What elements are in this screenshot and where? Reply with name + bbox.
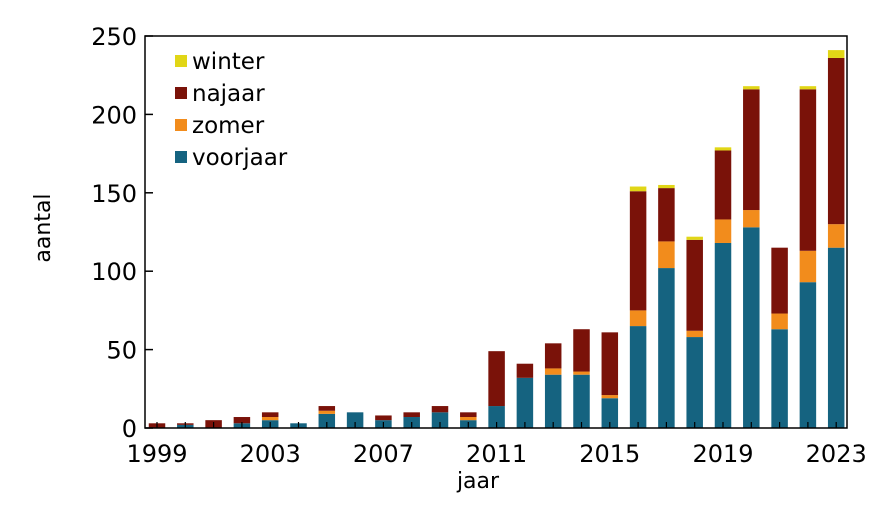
- legend: winter najaar zomer voorjaar: [175, 49, 288, 171]
- y-axis-title: aantal: [31, 193, 56, 262]
- bar-voorjaar-2020: [743, 227, 760, 428]
- bar-zomer-2018: [686, 330, 703, 338]
- legend-label-najaar: najaar: [192, 81, 265, 107]
- bar-voorjaar-2013: [544, 374, 562, 428]
- bar-voorjaar-2011: [488, 406, 505, 428]
- legend-swatch-winter: [175, 55, 187, 67]
- bar-najaar-2018: [686, 239, 703, 331]
- legend-label-winter: winter: [192, 49, 265, 75]
- bar-najaar-2005: [318, 406, 336, 411]
- y-axis: 0 50 100 150 200 250: [91, 23, 153, 443]
- bar-zomer-2014: [573, 371, 590, 375]
- x-tick-label-2011: 2011: [466, 440, 527, 468]
- x-tick-label-2015: 2015: [579, 440, 640, 468]
- bar-winter-2016: [629, 186, 647, 192]
- legend-swatch-voorjaar: [175, 151, 187, 163]
- legend-swatch-najaar: [175, 87, 187, 99]
- bar-voorjaar-2022: [799, 282, 817, 428]
- x-tick-label-2003: 2003: [240, 440, 301, 468]
- bar-winter-2018: [686, 236, 703, 240]
- x-axis-title: jaar: [456, 469, 500, 494]
- legend-swatch-zomer: [175, 119, 187, 131]
- legend-label-voorjaar: voorjaar: [192, 145, 288, 171]
- bar-najaar-2016: [629, 191, 647, 311]
- bar-najaar-2012: [516, 363, 534, 378]
- bar-najaar-2003: [261, 412, 279, 418]
- y-tick-label-100: 100: [91, 258, 137, 286]
- bar-voorjaar-2021: [771, 329, 788, 428]
- bar-voorjaar-2023: [827, 247, 845, 428]
- y-tick-label-50: 50: [106, 337, 137, 365]
- bar-zomer-2016: [629, 310, 647, 327]
- bar-zomer-2020: [743, 210, 760, 228]
- bar-najaar-2009: [431, 406, 449, 413]
- y-tick-label-0: 0: [122, 415, 137, 443]
- bar-najaar-2014: [573, 329, 590, 372]
- bar-voorjaar-2018: [686, 337, 703, 428]
- bar-voorjaar-2017: [658, 268, 675, 428]
- bar-winter-2020: [743, 86, 760, 90]
- bar-voorjaar-2016: [629, 326, 647, 428]
- bars-group: [148, 50, 845, 428]
- bar-najaar-2023: [827, 57, 845, 225]
- bar-najaar-2019: [714, 150, 732, 220]
- bar-voorjaar-2014: [573, 374, 590, 428]
- y-tick-label-150: 150: [91, 180, 137, 208]
- bar-zomer-2013: [544, 368, 562, 375]
- bar-voorjaar-2015: [601, 398, 619, 428]
- bar-najaar-2017: [658, 188, 675, 242]
- bar-voorjaar-2012: [516, 377, 534, 428]
- bar-najaar-2002: [233, 417, 251, 424]
- bar-najaar-2015: [601, 332, 619, 396]
- bar-zomer-2003: [261, 417, 279, 421]
- bar-winter-2022: [799, 86, 817, 90]
- bar-najaar-2022: [799, 89, 817, 251]
- bar-voorjaar-2006: [346, 412, 364, 428]
- bar-zomer-2022: [799, 250, 817, 283]
- bar-voorjaar-2005: [318, 413, 336, 428]
- bar-zomer-2021: [771, 313, 788, 330]
- bar-najaar-2013: [544, 343, 562, 369]
- bar-zomer-2010: [460, 417, 477, 421]
- bar-zomer-2017: [658, 241, 675, 269]
- bar-najaar-2020: [743, 89, 760, 211]
- bar-zomer-2023: [827, 224, 845, 248]
- bar-voorjaar-2019: [714, 242, 732, 428]
- x-tick-label-2019: 2019: [692, 440, 753, 468]
- bar-najaar-2010: [460, 412, 477, 418]
- x-tick-label-2023: 2023: [806, 440, 867, 468]
- bar-winter-2017: [658, 184, 675, 189]
- bar-winter-2019: [714, 147, 732, 151]
- x-tick-label-1999: 1999: [126, 440, 187, 468]
- bar-winter-2023: [827, 50, 845, 58]
- legend-label-zomer: zomer: [192, 113, 265, 139]
- bar-zomer-2019: [714, 219, 732, 243]
- x-axis: 1999 2003 2007 2011 2015 2019 2023: [126, 422, 867, 468]
- bar-najaar-2008: [403, 412, 420, 418]
- bar-voorjaar-2009: [431, 412, 449, 428]
- x-tick-label-2007: 2007: [353, 440, 414, 468]
- y-tick-label-200: 200: [91, 101, 137, 129]
- bar-zomer-2005: [318, 410, 336, 414]
- bar-zomer-2015: [601, 395, 619, 399]
- bar-najaar-2011: [488, 351, 505, 407]
- bar-najaar-2007: [375, 415, 392, 421]
- y-tick-label-250: 250: [91, 23, 137, 51]
- bar-najaar-2021: [771, 247, 788, 314]
